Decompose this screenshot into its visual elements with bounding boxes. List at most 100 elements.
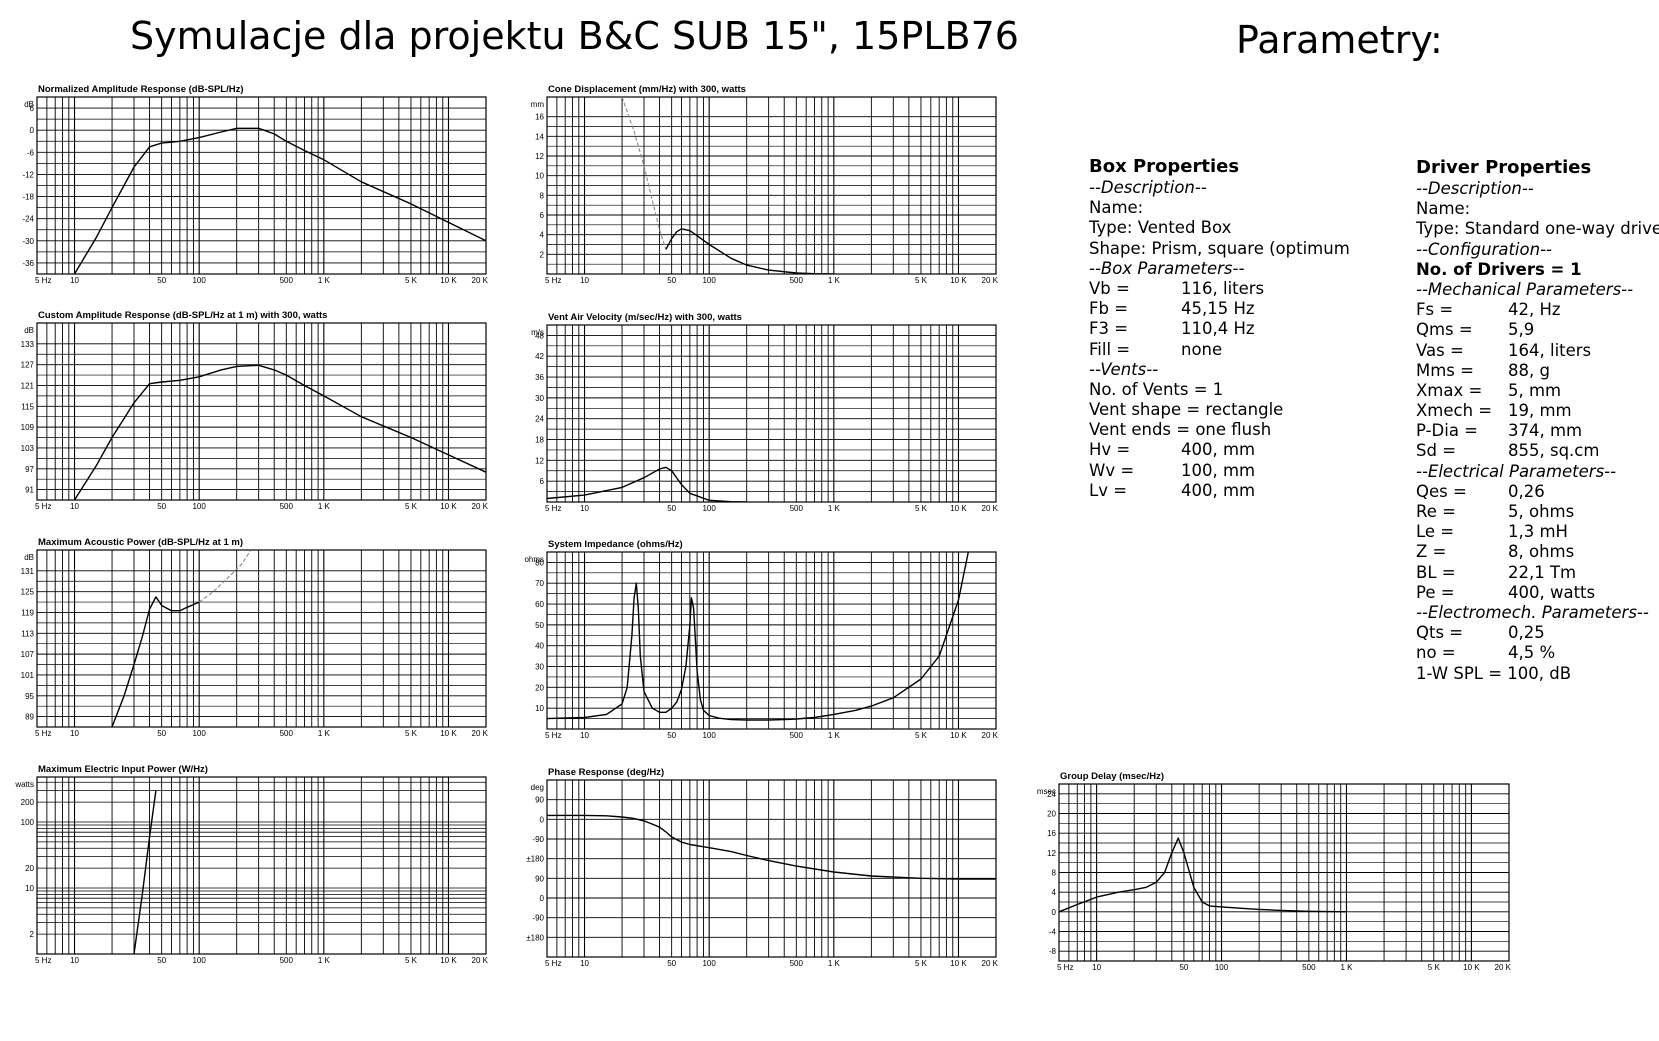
y-tick-label: 8: [540, 191, 545, 200]
y-tick-label: 16: [1047, 829, 1056, 838]
y-tick-label: 12: [535, 456, 544, 465]
driver-properties-row: Pe = 400, watts: [1416, 583, 1659, 603]
box-properties-row: Shape: Prism, square (optimum: [1089, 238, 1350, 258]
y-tick-label: 125: [21, 588, 35, 597]
x-tick-label: 5 Hz: [545, 731, 561, 740]
param-key: BL =: [1416, 562, 1456, 582]
series-line: [198, 550, 252, 603]
box-properties-panel: Box Properties --Description-- Name: Type:…: [1089, 156, 1350, 501]
x-tick-label: 500: [280, 276, 294, 285]
x-tick-label: 50: [667, 959, 676, 968]
param-key: Vas =: [1416, 340, 1464, 360]
y-unit-label: deg: [531, 783, 544, 792]
param-value: 400, watts: [1508, 582, 1596, 602]
y-tick-label: 42: [535, 352, 544, 361]
x-tick-label: 5 K: [405, 276, 418, 285]
y-tick-label: 10: [25, 884, 34, 893]
x-tick-label: 10: [580, 504, 589, 513]
y-unit-label: dB: [24, 326, 34, 335]
y-tick-label: 10: [535, 704, 544, 713]
x-tick-label: 50: [157, 956, 166, 965]
param-value: 5, mm: [1508, 380, 1562, 400]
param-key: Z =: [1416, 542, 1447, 562]
y-tick-label: -6: [27, 148, 35, 157]
x-tick-label: 1 K: [318, 502, 331, 511]
x-tick-label: 5 K: [1428, 963, 1441, 972]
x-tick-label: 10 K: [950, 276, 967, 285]
driver-properties-row: No. of Drivers = 1: [1416, 259, 1582, 279]
y-tick-label: 131: [21, 567, 35, 576]
params-title: Parametry:: [1236, 18, 1443, 62]
x-tick-label: 500: [790, 959, 804, 968]
param-key: Qms =: [1416, 320, 1473, 340]
y-tick-label: 95: [25, 692, 34, 701]
chart-vent: Vent Air Velocity (m/sec/Hz) with 300, w…: [531, 312, 999, 513]
driver-properties-heading: Driver Properties: [1416, 157, 1592, 178]
chart-title: System Impedance (ohms/Hz): [548, 539, 683, 550]
y-tick-label: 30: [535, 394, 544, 403]
chart-title: Normalized Amplitude Response (dB-SPL/Hz…: [38, 84, 244, 95]
x-tick-label: 20 K: [1495, 963, 1512, 972]
x-tick-label: 10 K: [950, 959, 967, 968]
y-tick-label: 121: [21, 381, 35, 390]
x-tick-label: 100: [192, 729, 206, 738]
x-tick-label: 20 K: [472, 956, 489, 965]
x-tick-label: 5 K: [915, 276, 928, 285]
chart-title: Maximum Electric Input Power (W/Hz): [38, 764, 208, 775]
x-tick-label: 500: [790, 504, 804, 513]
param-value: 5, ohms: [1508, 502, 1575, 521]
x-tick-label: 1 K: [828, 504, 841, 513]
y-tick-label: 8: [1052, 869, 1057, 878]
x-tick-label: 5 Hz: [35, 729, 51, 738]
y-tick-label: 0: [540, 894, 545, 903]
param-value: none: [1181, 339, 1223, 359]
param-value: 400, mm: [1181, 480, 1256, 500]
y-tick-label: 20: [1047, 810, 1056, 819]
series-line: [665, 228, 834, 274]
x-tick-label: 10 K: [440, 729, 457, 738]
param-value: 5,9: [1508, 320, 1535, 340]
x-tick-label: 1 K: [828, 276, 841, 285]
box-properties-row: Type: Vented Box: [1089, 218, 1232, 238]
param-value: 100, mm: [1181, 460, 1256, 480]
x-tick-label: 500: [790, 731, 804, 740]
param-key: Fb =: [1089, 299, 1129, 319]
driver-properties-row: Qts = 0,25: [1416, 623, 1659, 643]
y-tick-label: 6: [540, 211, 545, 220]
x-tick-label: 5 K: [405, 729, 418, 738]
y-tick-label: -12: [22, 170, 34, 179]
x-tick-label: 100: [192, 276, 206, 285]
chart-title: Phase Response (deg/Hz): [548, 767, 664, 778]
driver-properties-row: Re = 5, ohms: [1416, 502, 1659, 522]
y-unit-label: dB: [24, 553, 34, 562]
param-value: 110,4 Hz: [1181, 319, 1255, 339]
param-key: Pe =: [1416, 582, 1455, 602]
y-tick-label: 103: [21, 444, 35, 453]
x-tick-label: 5 K: [405, 502, 418, 511]
x-tick-label: 500: [280, 729, 294, 738]
x-tick-label: 5 Hz: [545, 959, 561, 968]
x-tick-label: 10: [1092, 963, 1101, 972]
y-tick-label: -18: [22, 193, 34, 202]
x-tick-label: 50: [667, 276, 676, 285]
x-tick-label: 1 K: [1340, 963, 1353, 972]
param-value: 22,1 Tm: [1508, 562, 1577, 582]
param-key: Hv =: [1089, 440, 1131, 460]
box-properties-row: Hv = 400, mm: [1089, 440, 1350, 460]
y-tick-label: 97: [25, 465, 34, 474]
x-tick-label: 100: [192, 502, 206, 511]
y-tick-label: 20: [25, 864, 34, 873]
y-tick-label: 6: [30, 104, 35, 113]
y-tick-label: 36: [535, 373, 544, 382]
x-tick-label: 10 K: [440, 502, 457, 511]
x-tick-label: 1 K: [318, 956, 331, 965]
x-tick-label: 1 K: [828, 959, 841, 968]
param-key: Vb =: [1089, 278, 1130, 298]
box-properties-row: --Vents--: [1089, 359, 1159, 379]
driver-properties-row: Xmax = 5, mm: [1416, 381, 1659, 401]
x-tick-label: 50: [1179, 963, 1188, 972]
param-value: 8, ohms: [1508, 542, 1575, 562]
x-tick-label: 10: [70, 502, 79, 511]
y-unit-label: m/s: [531, 328, 544, 337]
